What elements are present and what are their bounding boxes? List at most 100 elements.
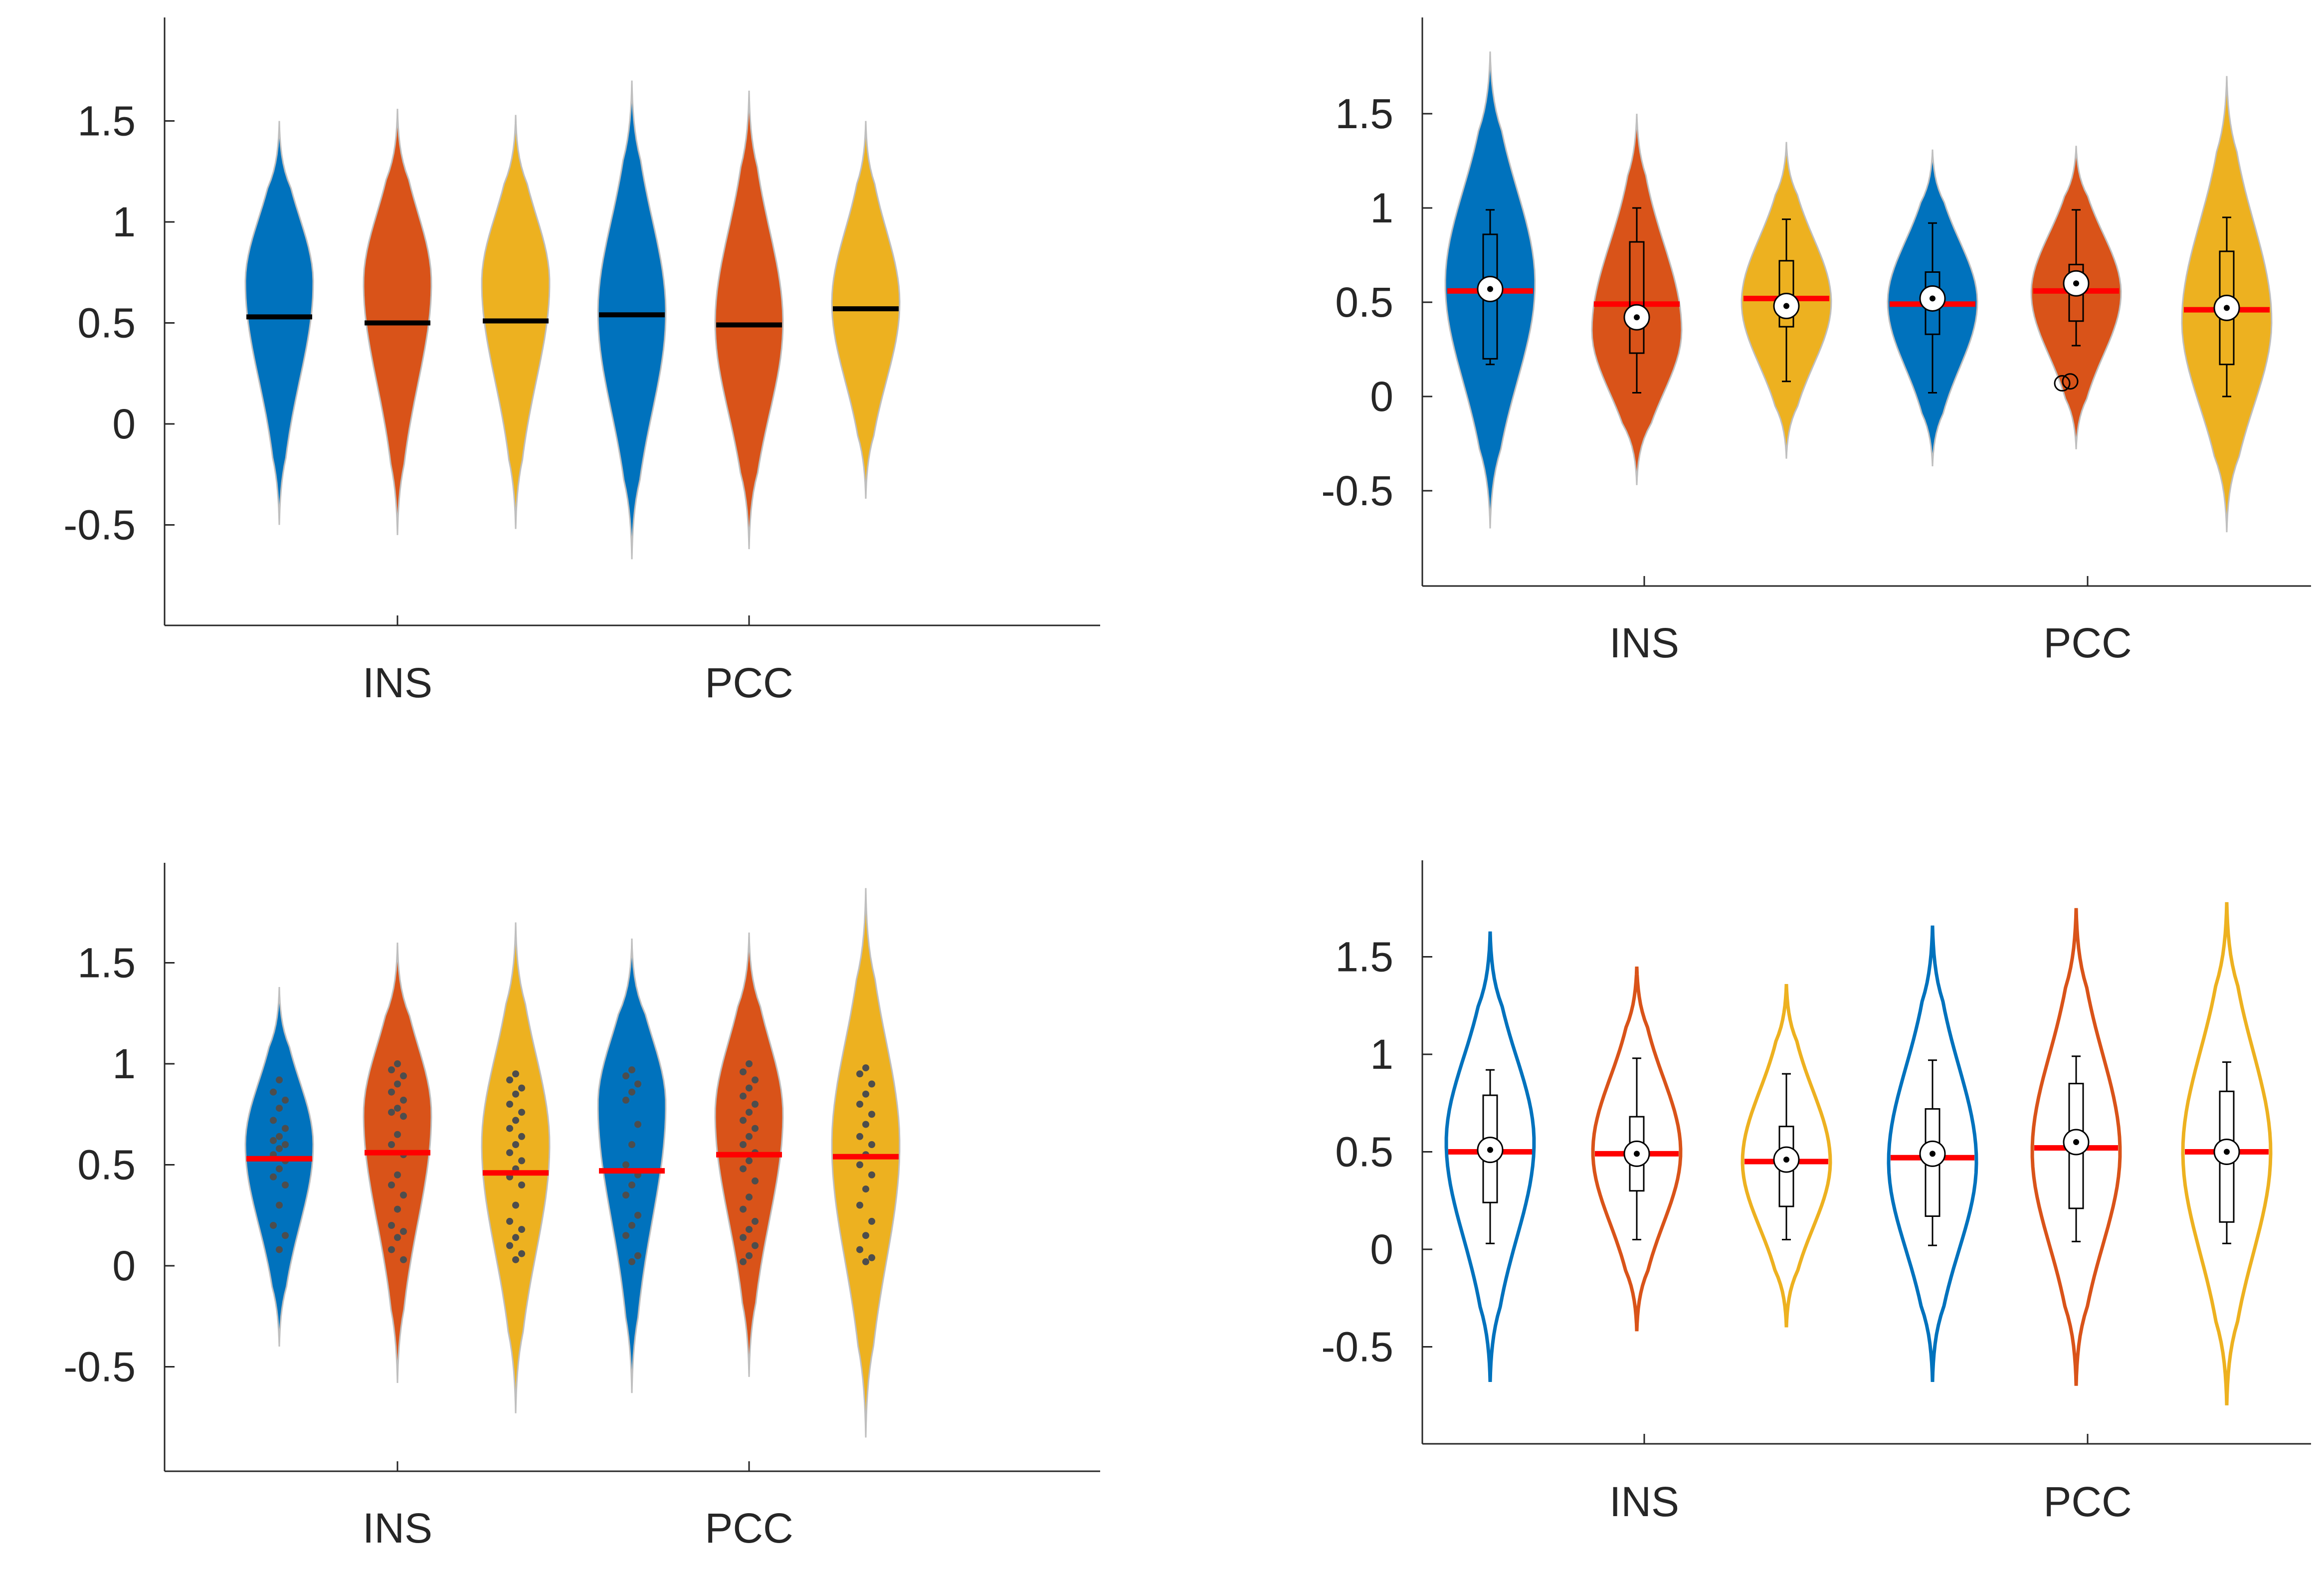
median-dot [2073,1139,2079,1145]
data-point [400,1096,407,1104]
data-point [622,1072,629,1080]
y-tick-label: 1.5 [1335,90,1393,137]
violin-5 [714,932,784,1377]
data-point [752,1242,759,1249]
violin-3 [1741,142,1832,459]
violin-outline [2030,908,2122,1386]
outlier-point [2062,373,2079,390]
violin-body [2030,146,2122,449]
data-point [506,1217,513,1225]
data-point [518,1133,525,1140]
median-dot [2073,280,2079,287]
y-tick-label: 1 [112,1040,136,1087]
data-point [856,1201,863,1209]
data-point [394,1060,401,1067]
median-dot [2224,305,2230,311]
data-point [388,1066,395,1074]
data-point [862,1090,869,1098]
violin-5 [2030,908,2122,1386]
data-point [388,1181,395,1188]
x-label-ins: INS [1609,619,1679,666]
data-point [622,1191,629,1199]
violin-body [363,942,432,1383]
y-tick-label: 1.5 [77,940,136,986]
data-point [270,1137,277,1144]
violin-outline [1591,966,1683,1332]
y-tick-label: 0.5 [77,1142,136,1188]
panel-top-right: -0.5 0 0.5 1 1.5 INS PCC [1321,17,2311,666]
data-point [856,1246,863,1253]
data-point [740,1165,747,1173]
violin-layer [1444,902,2273,1405]
y-ticks: -0.5 0 0.5 1 1.5 [1321,90,1432,514]
data-point [276,1133,283,1140]
violin-2 [1591,113,1683,485]
violin-6 [2181,902,2273,1405]
data-point [512,1256,519,1263]
violin-1 [244,987,314,1347]
data-point [282,1141,289,1148]
violin-4 [1887,925,1978,1382]
outlier-point [2054,375,2071,392]
data-point [282,1096,289,1104]
data-point [270,1222,277,1229]
data-point [862,1185,869,1193]
median-dot [1487,286,1493,292]
x-label-pcc: PCC [2043,1478,2131,1525]
data-point [518,1084,525,1092]
violin-1 [1444,51,1536,529]
y-tick-label: 1 [1370,185,1393,231]
y-tick-label: 0.5 [77,300,136,347]
data-point [746,1133,753,1140]
data-point [388,1222,395,1229]
data-point [856,1161,863,1169]
data-point [622,1096,629,1104]
median-dot [1930,295,1936,302]
data-point [388,1109,395,1116]
violin-outline [1444,931,1536,1382]
data-point [512,1201,519,1209]
median-dot [1634,1151,1640,1157]
violin-body [831,888,901,1438]
data-point [746,1157,753,1165]
data-point [506,1125,513,1132]
data-point [394,1171,401,1178]
iqr-box [1778,260,1794,328]
data-point [740,1092,747,1100]
data-point [628,1222,635,1229]
data-point [276,1246,283,1253]
data-point [746,1109,753,1116]
violin-5 [714,90,784,550]
y-tick-label: 1 [112,198,136,245]
panel-bottom-right: -0.5 0 0.5 1 1.5 INS PCC [1321,860,2311,1525]
y-ticks: -0.5 0 0.5 1 1.5 [63,940,175,1390]
data-point [394,1105,401,1112]
violin-outline [1741,984,1832,1328]
data-point [388,1246,395,1253]
data-point [506,1076,513,1084]
violin-4 [597,80,667,560]
data-point [512,1070,519,1078]
data-point [512,1117,519,1124]
data-point [856,1101,863,1108]
data-point [270,1173,277,1180]
violin-1 [244,121,314,525]
data-point [862,1258,869,1265]
data-point [752,1177,759,1184]
data-point [634,1080,641,1088]
data-point [394,1131,401,1138]
data-point [628,1141,635,1148]
x-label-pcc: PCC [705,1505,793,1552]
data-point [752,1101,759,1108]
data-point [270,1117,277,1124]
data-point [868,1217,875,1225]
data-point [746,1252,753,1259]
data-point [506,1149,513,1157]
y-ticks: -0.5 0 0.5 1 1.5 [1321,934,1432,1371]
data-point [628,1258,635,1265]
violin-6 [831,888,901,1438]
y-ticks: -0.5 0 0.5 1 1.5 [63,98,175,549]
data-point [394,1080,401,1088]
data-point [862,1232,869,1239]
data-point [276,1076,283,1084]
